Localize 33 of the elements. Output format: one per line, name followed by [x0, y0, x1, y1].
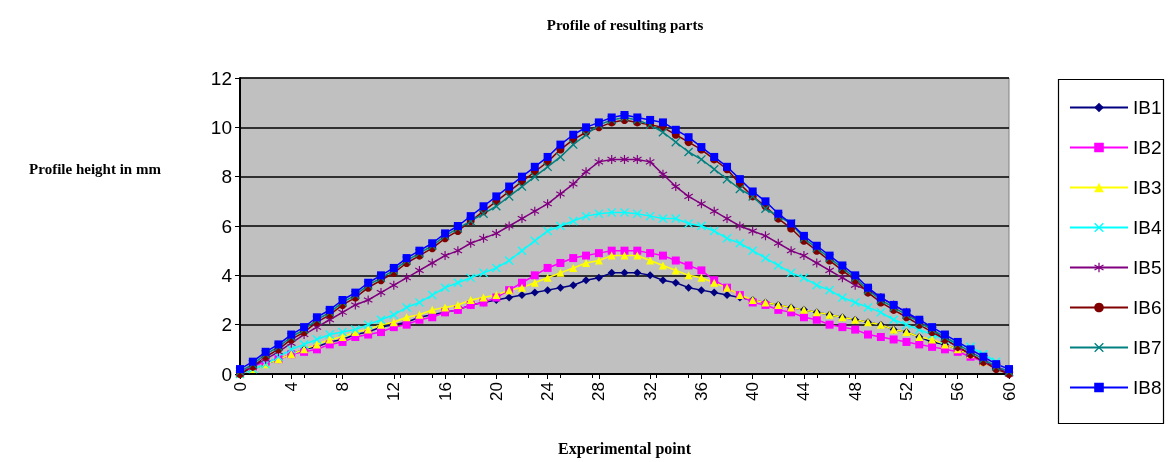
legend-label: IB3 [1133, 177, 1162, 198]
x-tick-label: 0 [230, 382, 250, 392]
y-tick-label: 8 [221, 166, 232, 188]
y-tick-label: 4 [221, 264, 233, 286]
y-tick-label: 2 [221, 314, 232, 336]
y-tick-label: 6 [221, 215, 232, 237]
x-tick-label: 20 [486, 382, 506, 401]
x-tick-label: 40 [743, 382, 763, 401]
legend-label: IB1 [1133, 97, 1162, 118]
x-tick-label: 12 [384, 382, 404, 401]
x-tick-label: 16 [435, 382, 455, 401]
x-tick-label: 4 [281, 382, 301, 392]
x-tick-label: 8 [333, 382, 353, 392]
x-tick-label: 48 [845, 382, 865, 401]
x-axis-title: Experimental point [558, 439, 692, 458]
y-tick-label: 12 [210, 67, 232, 89]
x-tick-label: 44 [794, 382, 814, 401]
legend-label: IB6 [1133, 297, 1162, 318]
legend-label: IB2 [1133, 137, 1162, 158]
x-tick-label: 32 [640, 382, 660, 401]
y-tick-label: 10 [210, 116, 232, 138]
legend-label: IB4 [1133, 217, 1162, 238]
x-tick-label: 36 [691, 382, 711, 401]
x-tick-label: 24 [538, 382, 558, 401]
x-tick-label: 60 [999, 382, 1019, 401]
x-tick-label: 28 [589, 382, 609, 401]
legend-label: IB8 [1133, 377, 1162, 398]
x-tick-label: 56 [948, 382, 968, 401]
chart-title: Profile of resulting parts [546, 16, 704, 33]
y-axis-title: Profile height in mm [29, 161, 162, 177]
legend-label: IB7 [1133, 337, 1162, 358]
x-tick-label: 52 [896, 382, 916, 401]
legend-label: IB5 [1133, 257, 1162, 278]
